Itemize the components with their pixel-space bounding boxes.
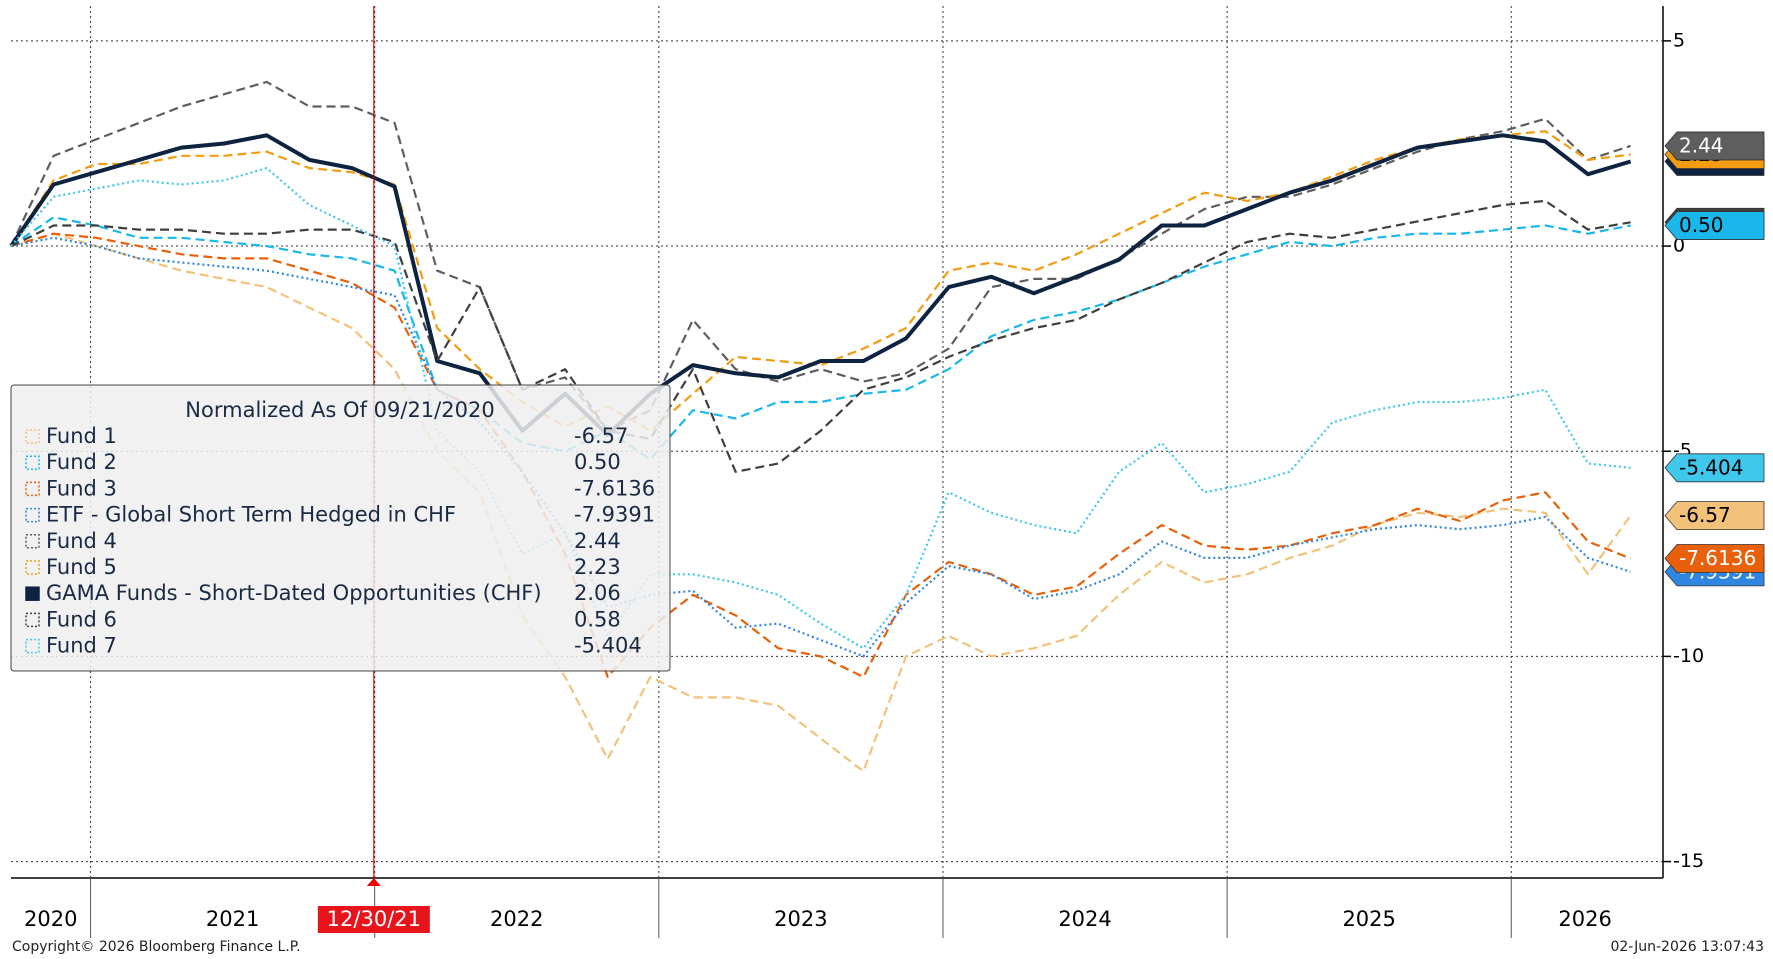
legend-label: ETF - Global Short Term Hedged in CHF bbox=[46, 503, 456, 527]
legend-label: Fund 5 bbox=[46, 555, 117, 579]
legend-value: 2.06 bbox=[574, 581, 621, 605]
value-tag bbox=[1664, 211, 1765, 240]
series-line bbox=[10, 236, 1631, 658]
legend-swatch bbox=[25, 612, 40, 628]
series-line bbox=[10, 232, 1632, 773]
value-tag-label: -7.6136 bbox=[1679, 546, 1756, 570]
date-marker-box bbox=[317, 906, 430, 933]
legend-swatch bbox=[25, 507, 40, 523]
value-tag bbox=[1664, 501, 1765, 531]
value-tag-label: 2.44 bbox=[1679, 133, 1724, 157]
legend-label: Fund 1 bbox=[46, 424, 117, 448]
value-tag-label: -6.57 bbox=[1679, 503, 1731, 527]
legend-label: Fund 3 bbox=[46, 476, 117, 500]
legend-value: -5.404 bbox=[574, 634, 642, 658]
value-tag bbox=[1664, 131, 1765, 161]
legend-swatch bbox=[25, 481, 40, 497]
x-tick-label: 2020 bbox=[24, 907, 77, 931]
legend bbox=[10, 384, 671, 672]
x-tick-label: 2022 bbox=[490, 907, 543, 931]
date-marker-arrow bbox=[366, 878, 381, 886]
y-tick-label: 5 bbox=[1673, 29, 1685, 51]
legend-swatch bbox=[25, 586, 40, 601]
series-line bbox=[10, 199, 1631, 473]
legend-swatch bbox=[25, 638, 40, 654]
legend-value: -6.57 bbox=[574, 424, 628, 448]
legend-label: Fund 6 bbox=[46, 607, 117, 631]
series-line bbox=[10, 167, 1631, 650]
legend-value: 2.23 bbox=[574, 555, 621, 579]
legend-swatch bbox=[25, 534, 40, 549]
legend-value: -7.6136 bbox=[574, 476, 655, 500]
series-line bbox=[10, 80, 1631, 432]
x-tick-label: 2024 bbox=[1058, 907, 1111, 931]
x-tick-label: 2026 bbox=[1558, 907, 1611, 931]
y-tick-label: -10 bbox=[1673, 645, 1704, 667]
legend-swatch bbox=[25, 455, 40, 470]
legend-label: Fund 2 bbox=[46, 450, 117, 474]
value-tag-label: -5.404 bbox=[1679, 455, 1743, 479]
copyright: Copyright© 2026 Bloomberg Finance L.P. bbox=[12, 939, 301, 955]
legend-label: Fund 4 bbox=[46, 529, 117, 553]
legend-swatch bbox=[25, 560, 40, 575]
legend-title: Normalized As Of 09/21/2020 bbox=[185, 398, 494, 422]
legend-value: 0.50 bbox=[574, 450, 621, 474]
date-marker-label: 12/30/21 bbox=[327, 907, 421, 931]
legend-value: 2.44 bbox=[574, 529, 621, 553]
value-tag bbox=[1664, 544, 1765, 573]
series-line bbox=[10, 216, 1631, 461]
series-line bbox=[10, 130, 1631, 432]
x-tick-label: 2023 bbox=[774, 907, 827, 931]
legend-label: Fund 7 bbox=[46, 634, 117, 658]
series-line bbox=[9, 133, 1632, 437]
value-tag bbox=[1664, 453, 1765, 483]
legend-swatch bbox=[25, 429, 40, 444]
y-tick-label: -15 bbox=[1673, 850, 1704, 872]
y-tick-label: 0 bbox=[1673, 235, 1685, 257]
series-line bbox=[10, 232, 1632, 678]
x-tick-label: 2021 bbox=[206, 907, 259, 931]
timestamp: 02-Jun-2026 13:07:43 bbox=[1610, 939, 1764, 955]
value-tag-label: 0.50 bbox=[1679, 213, 1724, 237]
x-tick-label: 2025 bbox=[1342, 907, 1395, 931]
legend-label: GAMA Funds - Short-Dated Opportunities (… bbox=[46, 581, 542, 605]
legend-value: 0.58 bbox=[574, 607, 621, 631]
legend-value: -7.9391 bbox=[574, 503, 655, 527]
